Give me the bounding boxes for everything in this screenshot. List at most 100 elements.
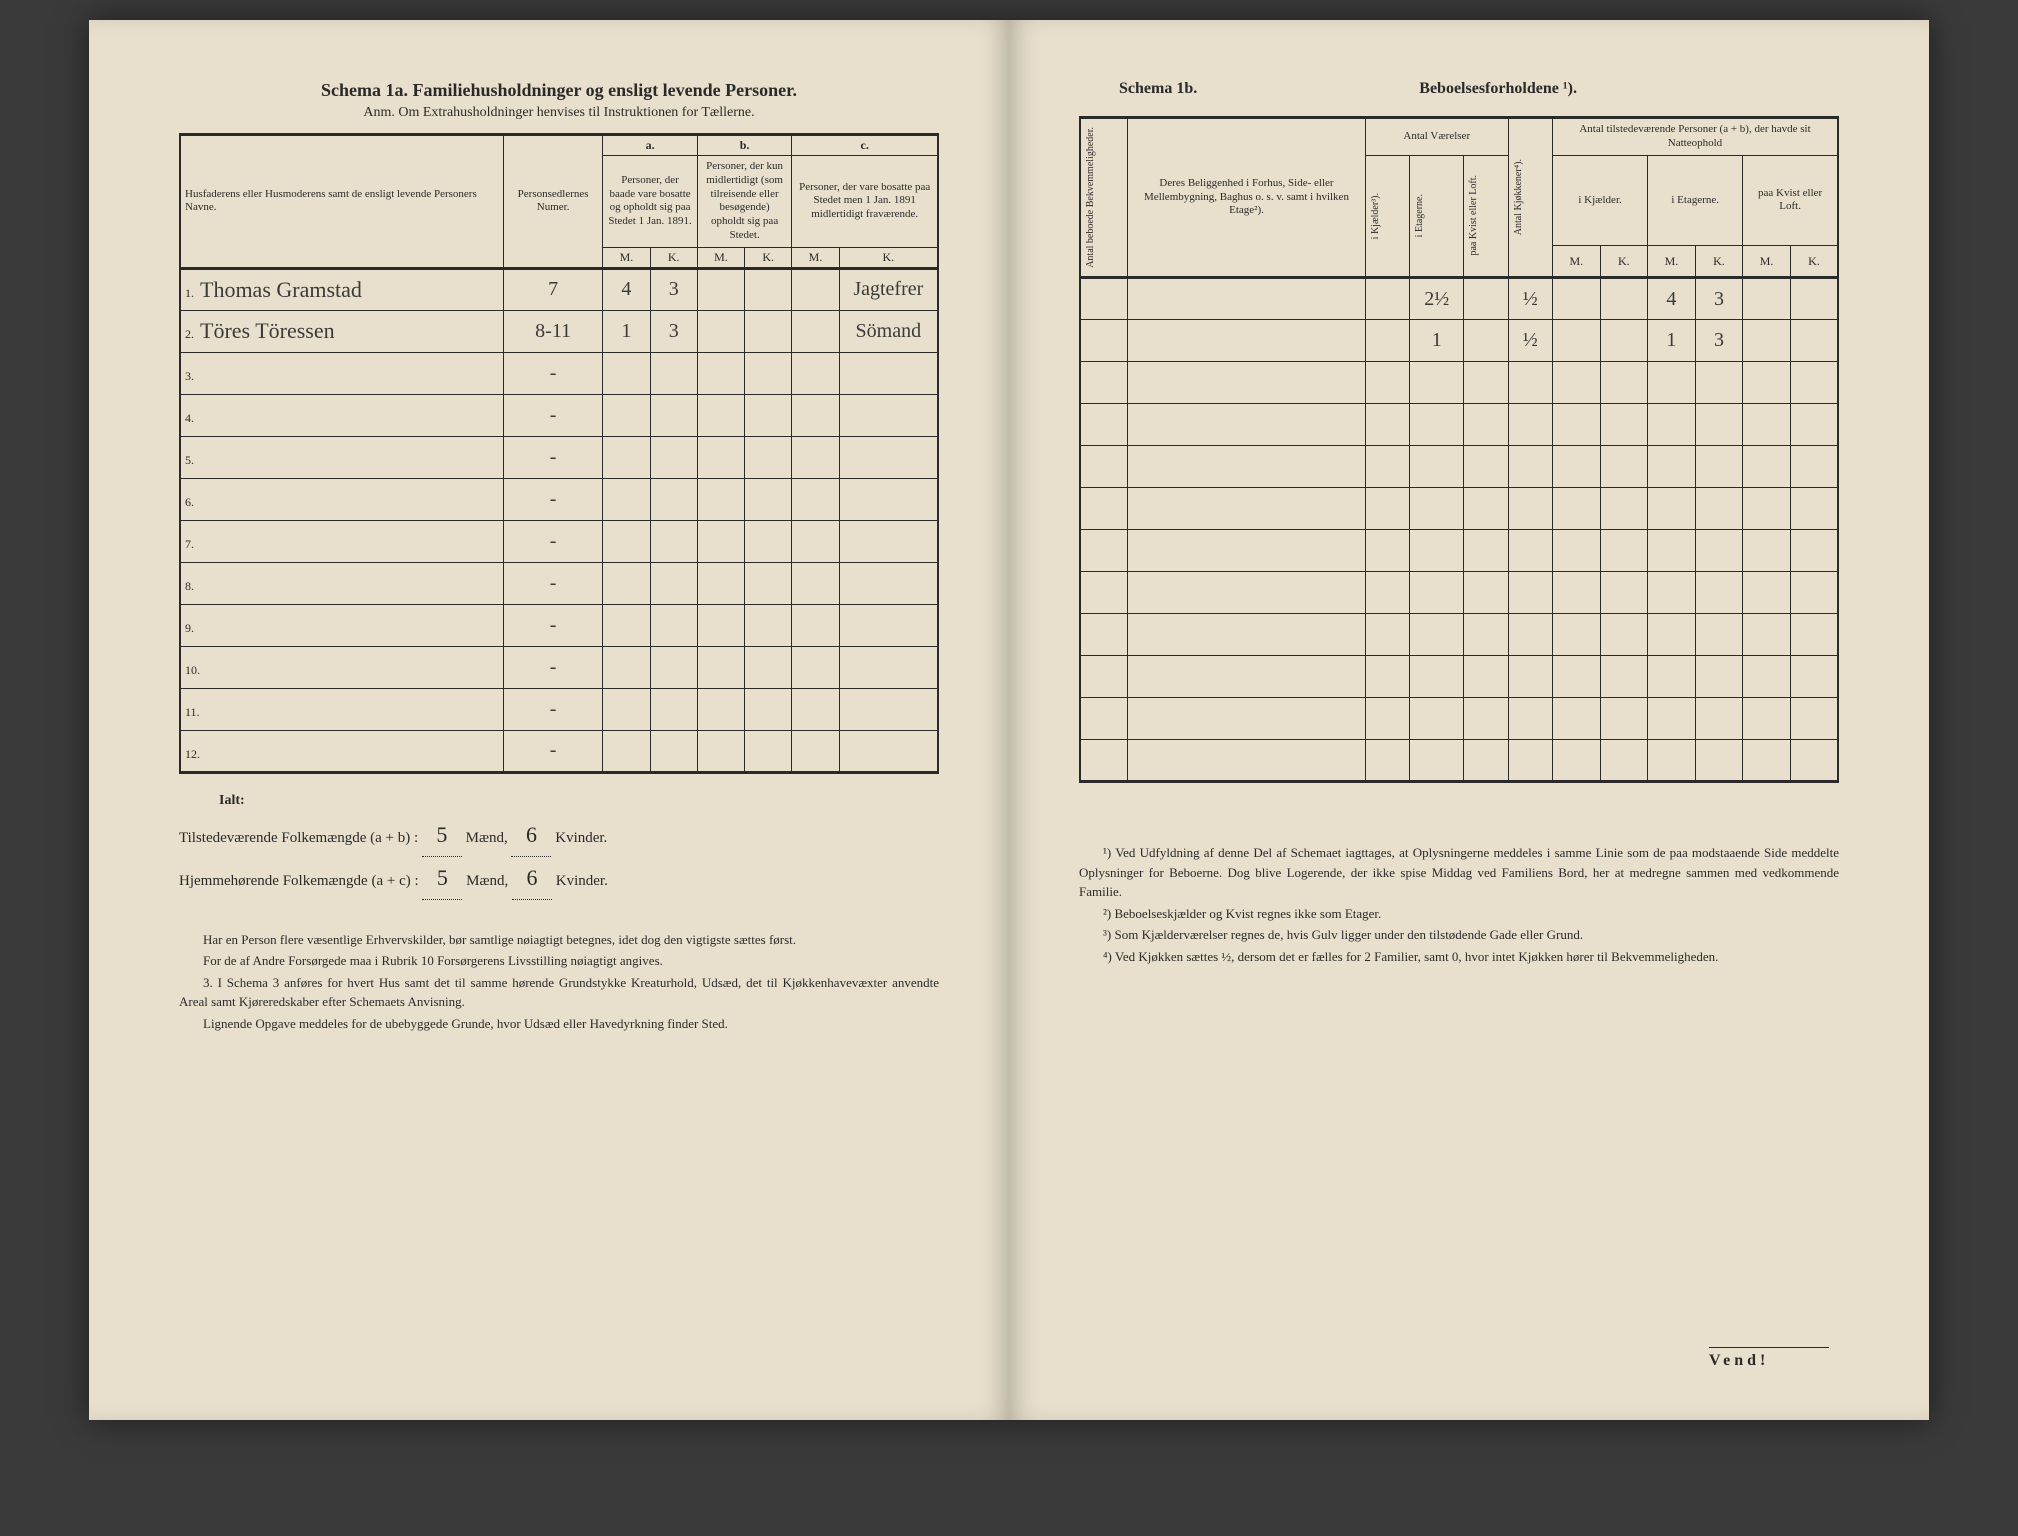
table-row: 2½ ½ 4 3 xyxy=(1080,278,1838,320)
cell-am xyxy=(603,436,650,478)
cell-bekv xyxy=(1080,698,1128,740)
vend-label: Vend! xyxy=(1709,1347,1829,1370)
cell-em xyxy=(1648,572,1696,614)
cell-belig xyxy=(1128,740,1366,782)
cell-em: 1 xyxy=(1648,320,1696,362)
cell-ck xyxy=(839,646,938,688)
table-row: 9. - xyxy=(180,604,938,646)
cell-bm xyxy=(697,604,744,646)
cell-cm xyxy=(792,604,839,646)
cell-km xyxy=(1553,698,1601,740)
cell-pm xyxy=(1743,740,1791,782)
cell-bekv xyxy=(1080,446,1128,488)
cell-pm xyxy=(1743,614,1791,656)
cell-num: - xyxy=(503,394,602,436)
cell-belig xyxy=(1128,488,1366,530)
cell-bekv xyxy=(1080,656,1128,698)
hdr-a: Personer, der baade vare bosatte og opho… xyxy=(603,156,698,248)
schema-1b-title: Beboelsesforholdene ¹). xyxy=(1419,80,1577,98)
cell-km xyxy=(1553,320,1601,362)
cell-bk xyxy=(745,520,792,562)
cell-kv xyxy=(1464,362,1508,404)
table-row xyxy=(1080,362,1838,404)
cell-am xyxy=(603,394,650,436)
cell-am xyxy=(603,562,650,604)
cell-kj xyxy=(1365,404,1409,446)
cell-cm xyxy=(792,562,839,604)
cell-kv xyxy=(1464,278,1508,320)
cell-kk xyxy=(1508,572,1552,614)
cell-cm xyxy=(792,352,839,394)
cell-ck xyxy=(839,604,938,646)
footnote: ¹) Ved Udfyldning af denne Del af Schema… xyxy=(1079,843,1839,902)
cell-cm xyxy=(792,436,839,478)
hdr-b: Personer, der kun midlertidigt (som tilr… xyxy=(697,156,792,248)
right-header: Schema 1b. Beboelsesforholdene ¹). xyxy=(1079,80,1839,98)
cell-ak xyxy=(650,688,697,730)
cell-bm xyxy=(697,394,744,436)
cell-kk xyxy=(1508,614,1552,656)
cell-ak xyxy=(650,730,697,772)
cell-name: 6. xyxy=(180,478,503,520)
cell-kv xyxy=(1464,320,1508,362)
totals-block: Ialt: Tilstedeværende Folkemængde (a + b… xyxy=(179,788,939,900)
cell-bk xyxy=(745,688,792,730)
cell-name: 7. xyxy=(180,520,503,562)
cell-kk xyxy=(1508,740,1552,782)
cell-pm xyxy=(1743,698,1791,740)
cell-belig xyxy=(1128,362,1366,404)
cell-et: 1 xyxy=(1410,320,1464,362)
cell-pk xyxy=(1790,530,1838,572)
cell-name: 9. xyxy=(180,604,503,646)
cell-bekv xyxy=(1080,320,1128,362)
cell-kj xyxy=(1365,572,1409,614)
cell-pk xyxy=(1790,656,1838,698)
left-page: Schema 1a. Familiehusholdninger og ensli… xyxy=(89,20,1009,1420)
table-row xyxy=(1080,572,1838,614)
cell-num: - xyxy=(503,520,602,562)
cell-bm xyxy=(697,646,744,688)
cell-ak xyxy=(650,646,697,688)
cell-bk xyxy=(745,562,792,604)
cell-kj xyxy=(1365,614,1409,656)
cell-kv xyxy=(1464,698,1508,740)
tot1-k: 6 xyxy=(511,814,551,857)
tot-kvinder: Kvinder. xyxy=(555,830,607,846)
table-row xyxy=(1080,530,1838,572)
table-row xyxy=(1080,656,1838,698)
cell-belig xyxy=(1128,614,1366,656)
totals-line-1: Tilstedeværende Folkemængde (a + b) : 5 … xyxy=(179,814,939,857)
cell-ak xyxy=(650,394,697,436)
cell-ek xyxy=(1695,404,1743,446)
cell-km xyxy=(1553,530,1601,572)
cell-kk xyxy=(1508,530,1552,572)
table-row xyxy=(1080,404,1838,446)
hdr-ikjael: i Kjælder. xyxy=(1553,155,1648,246)
cell-pm xyxy=(1743,446,1791,488)
tot2-label: Hjemmehørende Folkemængde (a + c) : xyxy=(179,873,422,889)
cell-cm xyxy=(792,646,839,688)
cell-ck: Jagtefrer xyxy=(839,268,938,310)
hdr-c-label: c. xyxy=(792,135,938,156)
cell-kk2 xyxy=(1600,530,1648,572)
cell-kj xyxy=(1365,530,1409,572)
cell-kk2 xyxy=(1600,404,1648,446)
cell-bekv xyxy=(1080,362,1128,404)
cell-ak xyxy=(650,478,697,520)
cell-et xyxy=(1410,698,1464,740)
table-row: 3. - xyxy=(180,352,938,394)
hdr-kjok: Antal Kjøkkener⁴). xyxy=(1513,159,1524,235)
cell-num: - xyxy=(503,562,602,604)
cell-ek xyxy=(1695,698,1743,740)
cell-et xyxy=(1410,488,1464,530)
table-row: 12. - xyxy=(180,730,938,772)
hdr-a-label: a. xyxy=(603,135,698,156)
cell-kk xyxy=(1508,362,1552,404)
cell-ck xyxy=(839,352,938,394)
cell-bk xyxy=(745,730,792,772)
left-title: Schema 1a. Familiehusholdninger og ensli… xyxy=(179,80,939,101)
cell-num: - xyxy=(503,730,602,772)
cell-km xyxy=(1553,362,1601,404)
cell-belig xyxy=(1128,278,1366,320)
cell-ck xyxy=(839,436,938,478)
